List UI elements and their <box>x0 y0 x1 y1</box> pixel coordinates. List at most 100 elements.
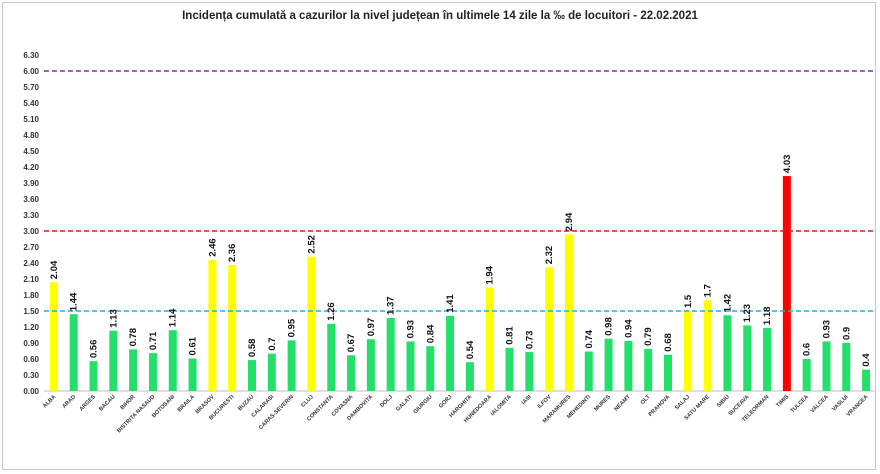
value-label: 4.03 <box>782 155 793 174</box>
y-tick-label: 5.40 <box>23 99 39 108</box>
bar <box>228 265 237 391</box>
category-label: IALOMITA <box>490 394 513 417</box>
value-label: 0.9 <box>841 327 852 340</box>
category-label: BUZAU <box>237 394 255 412</box>
bar <box>485 287 494 391</box>
category-label: ARGES <box>79 394 97 412</box>
bar <box>69 314 78 391</box>
category-label: DOLJ <box>379 394 394 409</box>
category-label: CLUJ <box>300 394 315 409</box>
category-label: TIMIS <box>775 394 790 409</box>
y-tick-label: 2.10 <box>23 275 39 284</box>
y-tick-label: 4.20 <box>23 163 39 172</box>
value-label: 0.56 <box>89 340 100 359</box>
value-label: 0.95 <box>287 318 298 337</box>
bar <box>307 256 316 391</box>
bar <box>168 330 177 391</box>
category-label: GORJ <box>438 394 453 409</box>
category-label: SALAJ <box>674 394 691 411</box>
category-label: IASI <box>521 394 533 406</box>
category-label: VASLUI <box>831 394 850 413</box>
y-tick-label: 0.30 <box>23 371 39 380</box>
value-label: 0.74 <box>584 329 595 348</box>
value-label: 1.13 <box>108 309 119 328</box>
value-label: 1.18 <box>762 307 773 326</box>
category-label: SIBIU <box>716 394 731 409</box>
bar <box>842 343 851 391</box>
value-label: 0.94 <box>623 319 634 338</box>
value-label: 1.5 <box>683 294 694 308</box>
category-label: VALCEA <box>810 394 830 414</box>
y-tick-label: 4.80 <box>23 131 39 140</box>
y-tick-label: 3.60 <box>23 195 39 204</box>
category-label: ILFOV <box>537 394 553 410</box>
bar <box>743 325 752 391</box>
value-label: 0.61 <box>188 336 199 355</box>
value-label: 2.04 <box>49 260 60 279</box>
category-label: MURES <box>593 394 612 413</box>
y-tick-label: 0.00 <box>23 387 39 396</box>
bar <box>366 339 375 391</box>
value-label: 0.79 <box>643 327 654 346</box>
bar <box>327 323 336 391</box>
y-tick-label: 6.30 <box>23 51 39 60</box>
category-label: NEAMT <box>613 394 632 413</box>
y-tick-label: 0.90 <box>23 339 39 348</box>
y-tick-label: 4.50 <box>23 147 39 156</box>
value-label: 1.42 <box>722 294 733 313</box>
value-label: 1.37 <box>386 296 397 315</box>
bar <box>446 315 455 391</box>
category-label: PRAHOVA <box>648 394 672 418</box>
y-tick-label: 1.50 <box>23 307 39 316</box>
bar <box>386 317 395 391</box>
bar <box>723 315 732 391</box>
y-tick-label: 3.00 <box>23 227 39 236</box>
bar <box>644 348 653 391</box>
bar <box>148 353 157 391</box>
bar <box>862 369 871 391</box>
category-label: VRANCEA <box>846 394 870 418</box>
value-label: 0.73 <box>524 331 535 350</box>
value-label: 0.67 <box>346 334 357 353</box>
value-label: 1.7 <box>703 284 714 297</box>
value-label: 2.52 <box>306 235 317 254</box>
y-tick-label: 3.90 <box>23 179 39 188</box>
bar <box>624 340 633 391</box>
category-label: GALATI <box>395 394 414 413</box>
bar <box>49 282 58 391</box>
chart-title: Incidența cumulată a cazurilor la nivel … <box>182 10 698 22</box>
bar <box>782 176 791 391</box>
value-label: 0.98 <box>604 317 615 336</box>
y-tick-label: 1.80 <box>23 291 39 300</box>
bar <box>129 349 138 391</box>
category-label: TULCEA <box>790 394 810 414</box>
bar <box>505 347 514 391</box>
bar <box>545 267 554 391</box>
bar <box>664 354 672 391</box>
bar <box>604 338 613 391</box>
category-label: BISTRITA NASAUD <box>116 394 156 434</box>
category-label: CARAS-SEVERIN <box>258 394 295 431</box>
y-tick-label: 1.20 <box>23 323 39 332</box>
bar <box>763 328 772 391</box>
category-label: ALBA <box>42 394 57 409</box>
bar <box>267 353 276 391</box>
value-label: 0.68 <box>663 333 674 352</box>
category-label: BIHOR <box>120 394 137 411</box>
bar <box>287 340 296 391</box>
bar <box>822 341 831 391</box>
bar <box>208 259 217 391</box>
bar <box>89 361 98 391</box>
y-tick-label: 5.70 <box>23 83 39 92</box>
y-tick-label: 5.10 <box>23 115 39 124</box>
bar <box>188 358 197 391</box>
bar <box>406 341 415 391</box>
bar <box>584 351 593 391</box>
y-tick-label: 2.40 <box>23 259 39 268</box>
value-label: 0.6 <box>802 343 813 356</box>
bar <box>109 330 118 391</box>
bar <box>347 355 356 391</box>
value-label: 0.97 <box>366 318 377 337</box>
value-label: 0.81 <box>505 326 516 345</box>
